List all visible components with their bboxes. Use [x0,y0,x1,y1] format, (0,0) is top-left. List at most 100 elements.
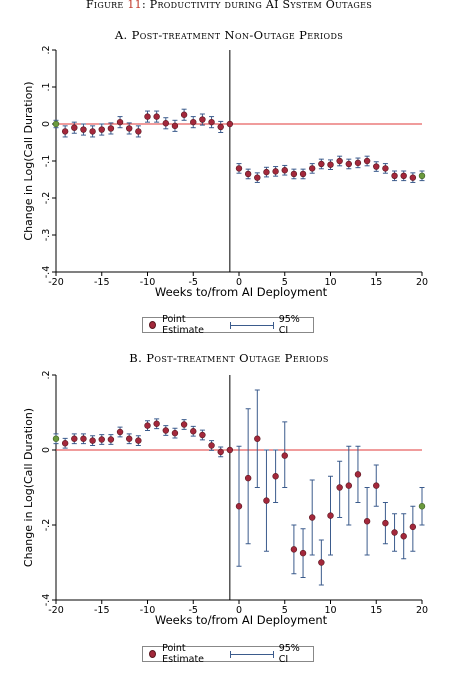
panel-a-x-axis-title: Weeks to/from AI Deployment [155,285,328,299]
panel-a-y-axis-title: Change in Log(Call Duration) [22,81,35,240]
figure-title-suffix: : Productivity during AI System Outages [141,0,373,11]
panel-b-y-tick-label: 0 [41,447,52,453]
panel-b-point [235,503,243,510]
panel-a-x-tick-label: -5 [189,277,198,288]
legend-point-marker [149,321,157,329]
panel-b-point [345,482,352,489]
panel-b-point [309,514,316,521]
panel-a-point [144,113,151,120]
panel-a-point [199,116,206,123]
panel-b-point [180,421,188,428]
panel-b-point [52,435,60,442]
panel-a-point [125,125,133,132]
panel-b-x-axis-title: Weeks to/from AI Deployment [155,613,328,627]
panel-b-point [208,442,215,449]
panel-b-point [144,422,151,429]
panel-b-point [125,435,133,442]
legend-ci-label: 95% CI [278,314,300,336]
panel-b-point [409,523,417,531]
panel-b-y-axis-title: Change in Log(Call Duration) [22,408,35,567]
panel-a-y-tick-label: -.4 [41,266,52,279]
panel-a-point [162,120,170,127]
panel-a-point [345,160,352,168]
panel-b-point [382,519,389,527]
panel-b-y-tick-label: .2 [41,370,52,379]
panel-b-point [217,448,224,456]
panel-b-title: B. Post-treatment Outage Periods [129,351,329,365]
panel-a-legend: Point Estimate 95% CI [142,314,314,336]
legend-ci-marker [229,321,274,329]
legend-point-label: Point Estimate [162,643,205,665]
panel-b-point [153,420,160,427]
panel-b-point [299,549,307,557]
panel-a-point [217,123,224,131]
panel-a-point [382,165,389,172]
panel-a-y-tick-label: .2 [41,45,52,54]
panel-b-point [226,446,234,454]
panel-b-point [418,503,426,510]
panel-b-point [318,559,325,566]
panel-a-point [116,118,124,126]
panel-a-x-tick-label: 0 [236,277,242,288]
panel-b-point [290,546,298,553]
panel-a-point [89,128,96,135]
panel-b-point [263,497,270,504]
panel-b-point [373,482,380,489]
panel-a-point [409,174,417,181]
panel-a-point [272,168,279,175]
panel-b-point [89,437,96,444]
panel-a-point [400,172,407,180]
panel-b-point [363,518,371,525]
panel-a-point [208,118,215,126]
panel-a-point [254,174,261,181]
panel-a-x-tick-label: -10 [140,277,156,288]
panel-a-point [373,163,380,170]
panel-b-point [162,427,170,434]
panel-b-x-tick-label: 0 [236,605,242,616]
panel-a-y-tick-label: 0 [41,121,52,127]
panel-a-point [327,161,334,168]
panel-a-point [107,125,115,132]
panel-b-point [135,437,142,444]
legend-ci-label: 95% CI [278,643,300,665]
panel-a-point [318,160,325,168]
panel-b-y-tick-label: -.4 [41,594,52,607]
panel-b-y-tick-label: -.2 [41,519,52,532]
legend-point-marker [149,650,157,658]
panel-b-point [354,471,362,478]
panel-a-point [226,120,234,128]
panel-a-x-tick-label: 10 [324,277,336,288]
panel-b-x-tick-label: -10 [140,605,156,616]
panel-a-y-tick-label: -.1 [41,155,52,168]
legend-ci-marker [229,650,274,658]
panel-a-point [309,165,316,172]
panel-b-legend: Point Estimate 95% CI [142,643,314,665]
figure-title: Figure 11: Productivity during AI System… [0,0,458,12]
panel-a-x-tick-label: -20 [48,277,64,288]
figure-number-link[interactable]: 11 [127,0,142,11]
panel-b-point [336,484,343,491]
panel-b-x-tick-label: 15 [370,605,382,616]
panel-b-point [190,428,197,435]
figure-title-prefix: Figure [85,0,128,11]
panel-a-point [153,113,160,120]
panel-a-point [244,170,252,178]
panel-a-point [190,118,197,126]
panel-a-point [71,124,78,131]
panel-b-point [199,431,206,439]
panel-b-x-tick-label: 20 [416,605,428,616]
panel-a-point [391,172,398,180]
panel-a-point [235,165,243,172]
panel-a-point [363,157,371,165]
panel-b-point [244,474,252,482]
panel-b-point [61,440,69,447]
panel-b-point [281,452,288,459]
panel-b-point [254,435,261,442]
panel-a-x-tick-label: 5 [282,277,288,288]
panel-b-x-tick-label: 10 [324,605,336,616]
panel-a-point [299,170,307,178]
panel-a-point [336,157,343,165]
panel-a-y-tick-label: -.3 [41,229,52,242]
panel-a-point [80,126,87,133]
